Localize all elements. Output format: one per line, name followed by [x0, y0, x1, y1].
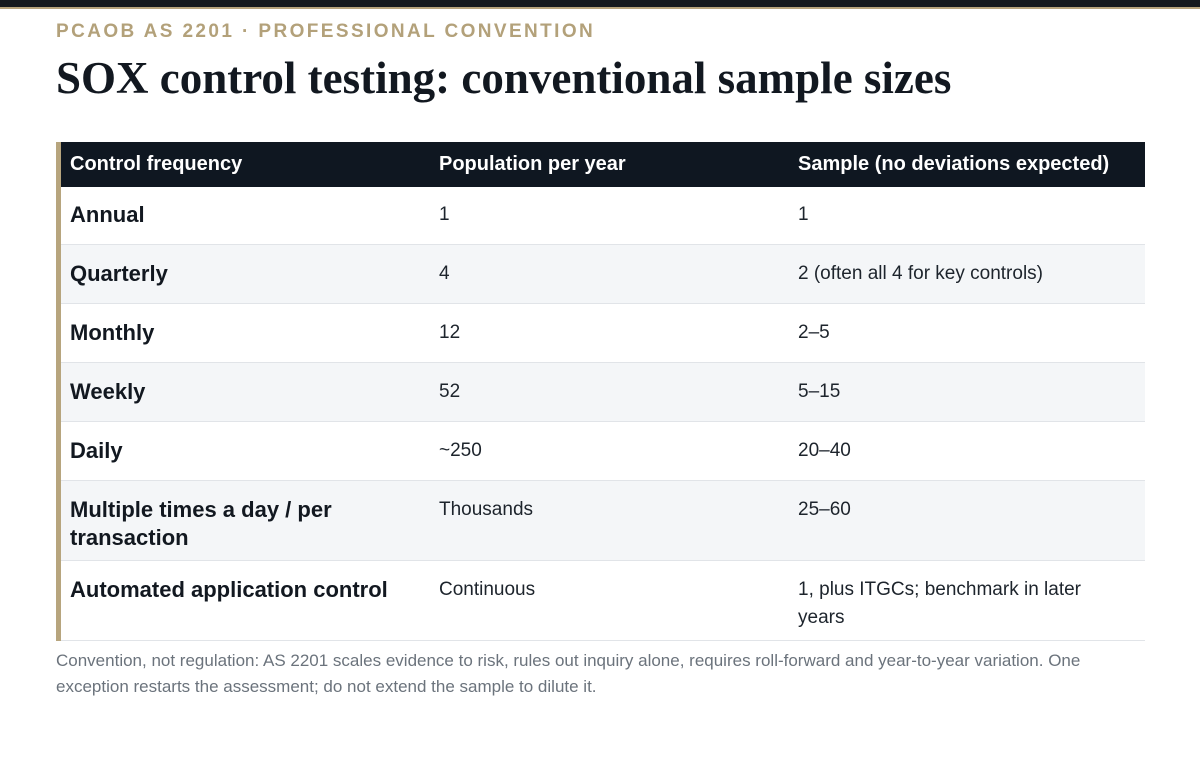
cell-sample: 20–40 — [789, 421, 1145, 481]
cell-frequency: Quarterly — [61, 244, 430, 304]
page-title: SOX control testing: conventional sample… — [56, 53, 952, 103]
table-header: Control frequency Population per year Sa… — [61, 142, 1145, 187]
cell-sample: 25–60 — [789, 480, 1145, 561]
cell-sample: 1 — [789, 187, 1145, 245]
cell-sample: 2 (often all 4 for key controls) — [789, 244, 1145, 304]
cell-sample: 2–5 — [789, 303, 1145, 363]
header-sample: Sample (no deviations expected) — [789, 142, 1145, 187]
cell-frequency: Weekly — [61, 362, 430, 422]
cell-population: 1 — [430, 187, 789, 245]
cell-sample: 1, plus ITGCs; benchmark in later years — [789, 560, 1145, 641]
eyebrow-label: PCAOB AS 2201 · PROFESSIONAL CONVENTION — [56, 21, 596, 42]
sample-size-table: Control frequency Population per year Sa… — [61, 142, 1145, 641]
cell-population: ~250 — [430, 421, 789, 481]
cell-frequency: Automated application control — [61, 560, 430, 641]
table-row: Automated application control Continuous… — [61, 560, 1145, 641]
header-control-frequency: Control frequency — [61, 142, 430, 187]
cell-frequency: Daily — [61, 421, 430, 481]
cell-sample: 5–15 — [789, 362, 1145, 422]
table-body: Annual 1 1 Quarterly 4 2 (often all 4 fo… — [61, 187, 1145, 641]
sample-size-table-container: Control frequency Population per year Sa… — [56, 142, 1150, 641]
cell-population: Thousands — [430, 480, 789, 561]
table-row: Quarterly 4 2 (often all 4 for key contr… — [61, 244, 1145, 304]
table-row: Monthly 12 2–5 — [61, 303, 1145, 363]
table-row: Daily ~250 20–40 — [61, 421, 1145, 481]
cell-population: 12 — [430, 303, 789, 363]
table-row: Multiple times a day / per transaction T… — [61, 480, 1145, 561]
cell-frequency: Annual — [61, 187, 430, 245]
table-row: Annual 1 1 — [61, 187, 1145, 245]
cell-frequency: Monthly — [61, 303, 430, 363]
footnote: Convention, not regulation: AS 2201 scal… — [56, 651, 1081, 696]
cell-population: Continuous — [430, 560, 789, 641]
table-row: Weekly 52 5–15 — [61, 362, 1145, 422]
header-population-per-year: Population per year — [430, 142, 789, 187]
cell-frequency: Multiple times a day / per transaction — [61, 480, 430, 561]
cell-population: 4 — [430, 244, 789, 304]
top-rule — [0, 0, 1200, 9]
cell-population: 52 — [430, 362, 789, 422]
header-row: Control frequency Population per year Sa… — [61, 142, 1145, 187]
